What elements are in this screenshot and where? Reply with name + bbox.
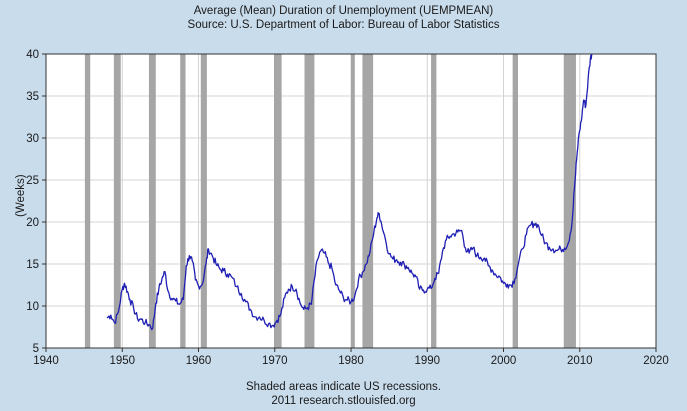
recession-band: [200, 54, 207, 348]
recession-band: [113, 54, 121, 348]
recession-band: [351, 54, 355, 348]
y-tick-label: 15: [26, 259, 39, 271]
chart-title: Average (Mean) Duration of Unemployment …: [193, 5, 494, 17]
recession-bands: [84, 54, 576, 348]
recession-band: [362, 54, 374, 348]
series-line-uempmean: [106, 53, 593, 331]
recession-band: [431, 54, 437, 348]
x-tick-label: 1990: [414, 355, 440, 367]
x-axis: 1940 1950 1960 1970 1980 1990 2000 2010 2020: [33, 348, 669, 367]
recession-band: [180, 54, 186, 348]
y-tick-label: 20: [26, 217, 39, 229]
recession-band: [563, 54, 576, 348]
y-tick-label: 25: [26, 175, 39, 187]
recession-band: [304, 54, 315, 348]
y-tick-label: 5: [33, 343, 39, 355]
x-tick-label: 2010: [567, 355, 593, 367]
x-tick-label: 1940: [33, 355, 59, 367]
x-tick-label: 2000: [491, 355, 517, 367]
y-tick-label: 40: [26, 49, 39, 61]
y-axis: 5 10 15 20 25 30 35 40: [26, 49, 46, 355]
y-tick-label: 10: [26, 301, 39, 313]
y-tick-label: 35: [26, 91, 39, 103]
x-tick-label: 2020: [643, 355, 669, 367]
recession-band: [512, 54, 518, 348]
x-tick-label: 1980: [338, 355, 364, 367]
recession-band: [148, 54, 156, 348]
y-tick-label: 30: [26, 133, 39, 145]
x-tick-label: 1950: [109, 355, 135, 367]
x-tick-label: 1970: [262, 355, 288, 367]
recession-band: [84, 54, 91, 348]
chart-subtitle: Source: U.S. Department of Labor: Bureau…: [187, 19, 500, 31]
x-tick-label: 1960: [186, 355, 212, 367]
recession-band: [273, 54, 282, 348]
footnote-recessions: Shaded areas indicate US recessions.: [246, 381, 441, 393]
footnote-source: 2011 research.stlouisfed.org: [271, 395, 416, 407]
